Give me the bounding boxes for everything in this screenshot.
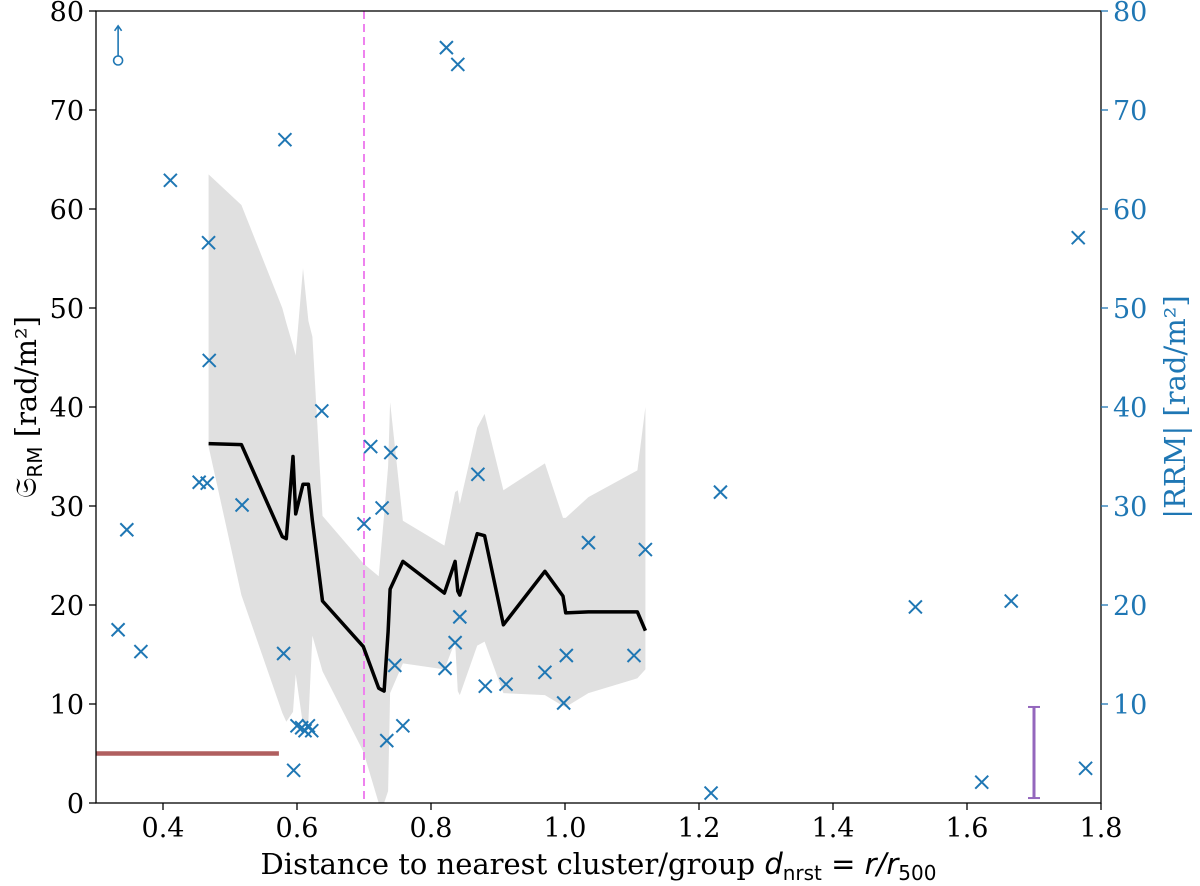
rrm-point: [478, 678, 493, 694]
rrm-point: [556, 695, 571, 711]
y-axis-label-left-main: 𝔖: [9, 478, 43, 498]
point-layer: [110, 40, 1093, 801]
rrm-point: [289, 718, 305, 733]
rrm-point: [234, 497, 250, 513]
rrm-point: [395, 718, 411, 733]
running-line: [208, 441, 648, 693]
rrm-point: [498, 676, 514, 692]
band-layer: [208, 174, 646, 803]
y-right-tick-label: 10: [1113, 690, 1147, 721]
rrm-point: [1004, 593, 1019, 609]
line-layer: [208, 441, 648, 693]
rrm-point: [1071, 230, 1086, 245]
reference-layer: [96, 11, 365, 803]
y-left-tick-label: 20: [50, 591, 84, 622]
rrm-point: [314, 403, 329, 419]
y-right-tick-label: 80: [1113, 0, 1147, 28]
y-right-tick-label: 20: [1113, 591, 1147, 622]
rrm-point: [974, 775, 989, 790]
x-axis-label-prefix: Distance to nearest cluster/group: [261, 847, 765, 881]
uncertainty-band: [208, 174, 646, 803]
x-tick-label: 1.0: [544, 813, 587, 844]
rrm-point: [202, 353, 217, 368]
rrm-point: [276, 646, 291, 661]
x-axis-label-eq: = r/r: [822, 847, 900, 881]
x-tick-label: 0.4: [142, 813, 185, 844]
rrm-point: [447, 635, 463, 650]
rrm-point: [908, 599, 923, 615]
y-left-tick-label: 70: [50, 96, 84, 127]
rrm-point: [703, 785, 719, 801]
rrm-point: [1078, 761, 1093, 776]
x-axis-label-eq-sub: 500: [898, 861, 936, 885]
y-left-tick-label: 30: [50, 492, 84, 523]
x-tick-label: 0.8: [410, 813, 453, 844]
rrm-point: [450, 57, 466, 72]
y-left-tick-label: 60: [50, 195, 84, 226]
y-right-tick-label: 70: [1113, 96, 1147, 127]
y-left-tick-label: 10: [50, 690, 84, 721]
x-tick-label: 0.6: [276, 813, 319, 844]
rrm-point: [110, 622, 126, 637]
rrm-point: [470, 467, 486, 482]
y-left-tick-label: 40: [50, 393, 84, 424]
rrm-point: [626, 648, 642, 663]
rrm-point: [119, 522, 135, 537]
y-left-tick-label: 80: [50, 0, 84, 28]
x-axis-label: Distance to nearest cluster/group dnrst …: [261, 847, 937, 885]
rrm-point: [437, 661, 453, 676]
y-right-tick-label: 40: [1113, 393, 1147, 424]
x-tick-label: 1.6: [946, 813, 989, 844]
rrm-point: [304, 723, 319, 738]
y-right-tick-label: 30: [1113, 492, 1147, 523]
y-right-tick-label: 50: [1113, 294, 1147, 325]
rrm-point: [200, 476, 215, 491]
rrm-point: [133, 644, 149, 659]
y-left-tick-label: 50: [50, 294, 84, 325]
rrm-point: [383, 445, 399, 460]
x-axis-label-var: d: [764, 847, 783, 881]
lower-limit-circle: [112, 55, 124, 66]
rrm-point: [374, 500, 390, 516]
x-tick-label: 1.2: [678, 813, 721, 844]
rrm-point: [581, 535, 596, 550]
annotation-layer: [112, 24, 1040, 800]
rrm-point: [537, 665, 553, 680]
x-tick-label: 1.8: [1080, 813, 1123, 844]
rrm-point: [363, 439, 378, 454]
axis-layer: 0.4 0.6 0.8 1.0 1.2 1.4 1.6 1.8 0 10 20 30 40 50 60 70 8…: [50, 0, 1148, 844]
rrm-point: [201, 235, 216, 250]
rrm-point: [277, 132, 293, 147]
x-tick-label: 1.4: [812, 813, 855, 844]
x-axis-label-var-sub: nrst: [783, 861, 822, 885]
y-axis-label-left-unit: [rad/m²]: [9, 316, 43, 446]
rrm-point: [379, 733, 394, 748]
rrm-point: [559, 648, 574, 663]
lower-limit-arrow-head: [113, 24, 123, 32]
rrm-point: [387, 658, 403, 673]
rrm-point: [356, 516, 372, 532]
y-left-tick-label: 0: [67, 789, 84, 820]
rrm-point: [439, 40, 454, 55]
rrm-point: [163, 173, 178, 188]
y-right-tick-label: 60: [1113, 195, 1147, 226]
rrm-point: [713, 484, 728, 500]
rrm-point: [286, 763, 301, 778]
y-axis-label-left-sub: RM: [23, 446, 47, 477]
y-axis-label-right: |RRM| [rad/m²]: [1158, 295, 1192, 518]
rrm-point: [452, 609, 468, 625]
y-axis-label-left: 𝔖RM [rad/m²]: [9, 316, 47, 498]
rrm-point: [638, 542, 653, 557]
